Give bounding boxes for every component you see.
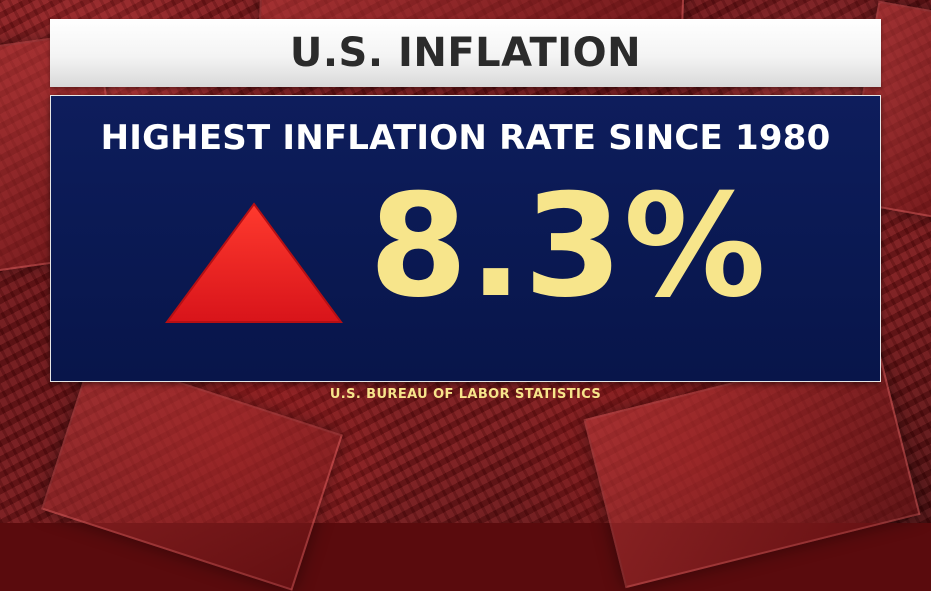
inflation-panel: HIGHEST INFLATION RATE SINCE 1980 8.3% <box>50 95 881 382</box>
banknote-decoration <box>583 345 921 589</box>
banner-title: U.S. INFLATION <box>289 30 642 76</box>
panel-heading: HIGHEST INFLATION RATE SINCE 1980 <box>100 118 831 158</box>
up-triangle-icon <box>165 202 343 323</box>
title-banner: U.S. INFLATION <box>50 19 881 87</box>
inflation-rate-value: 8.3% <box>369 164 767 329</box>
source-caption: U.S. BUREAU OF LABOR STATISTICS <box>329 387 602 402</box>
